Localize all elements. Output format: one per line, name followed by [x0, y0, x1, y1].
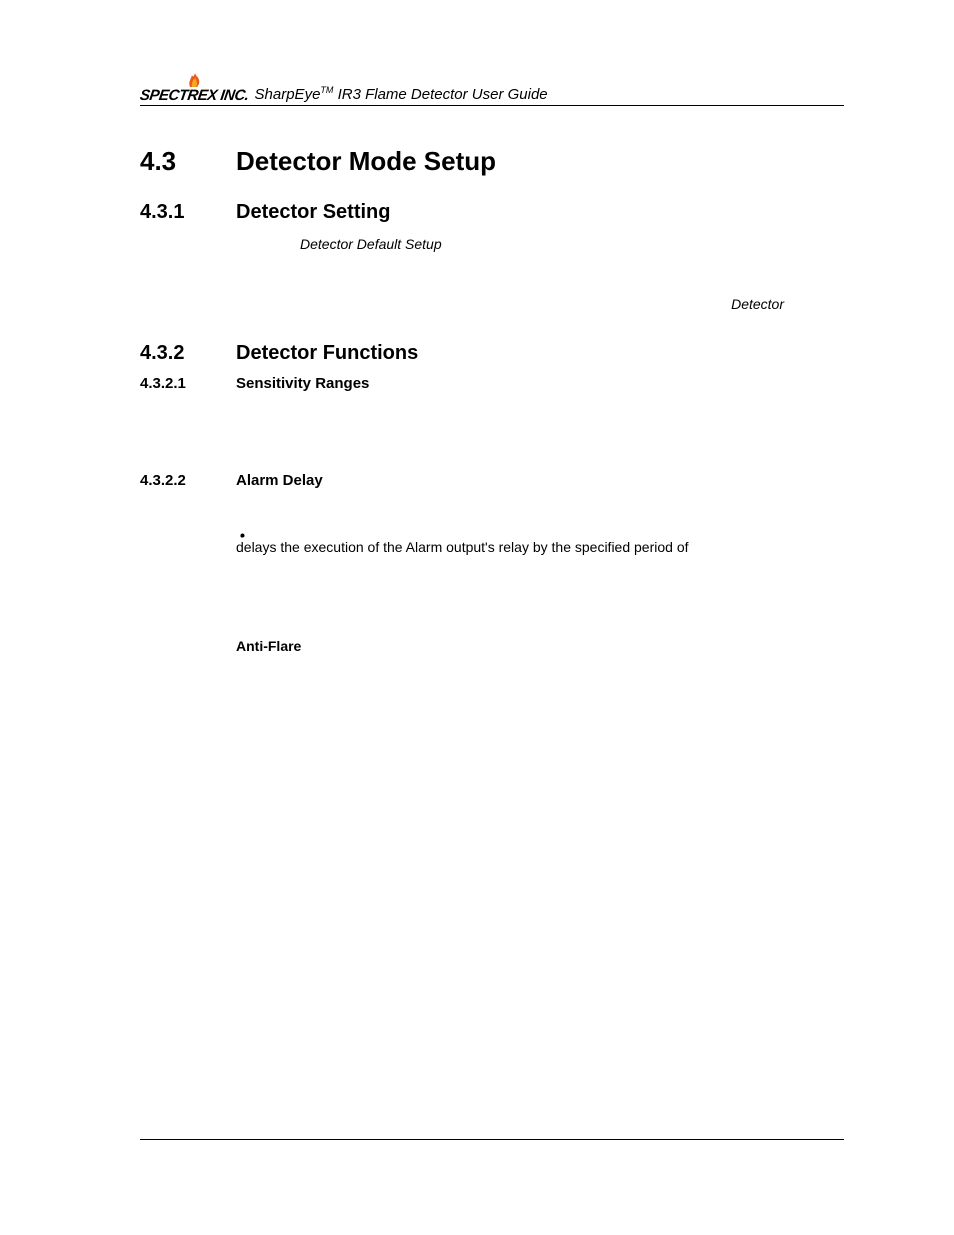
- heading-number: 4.3.2.1: [140, 375, 236, 392]
- italic-text: Detector Default Setup: [300, 236, 442, 252]
- heading-number: 4.3.1: [140, 201, 236, 224]
- heading-text: Detector Setting: [236, 201, 390, 224]
- heading-number: 4.3.2: [140, 342, 236, 365]
- bold-label: Anti-Flare: [236, 638, 301, 654]
- spacer: [140, 566, 844, 636]
- heading-4-3-2-2: 4.3.2.2 Alarm Delay: [140, 472, 844, 489]
- footer-rule: [140, 1139, 844, 1140]
- float-italic-word: Detector: [140, 296, 784, 312]
- document-page: SPECTREX INC. SharpEyeTM IR3 Flame Detec…: [0, 0, 954, 1235]
- heading-4-3-2-1: 4.3.2.1 Sensitivity Ranges: [140, 375, 844, 392]
- title-prefix: SharpEye: [255, 86, 321, 103]
- heading-4-3: 4.3 Detector Mode Setup: [140, 146, 844, 177]
- heading-4-3-1: 4.3.1 Detector Setting: [140, 201, 844, 224]
- heading-number: 4.3.2.2: [140, 472, 236, 489]
- title-suffix: IR3 Flame Detector User Guide: [333, 86, 547, 103]
- document-title: SharpEyeTM IR3 Flame Detector User Guide: [255, 85, 548, 103]
- spacer: [140, 499, 844, 519]
- heading-text: Detector Mode Setup: [236, 146, 496, 177]
- flame-icon: [184, 70, 204, 88]
- logo-text: SPECTREX INC.: [139, 88, 250, 103]
- spacer: [140, 402, 844, 472]
- title-tm: TM: [320, 85, 333, 95]
- paragraph: delays the execution of the Alarm output…: [236, 537, 844, 559]
- heading-number: 4.3: [140, 146, 236, 177]
- heading-text: Sensitivity Ranges: [236, 375, 369, 392]
- section-4-3: 4.3 Detector Mode Setup 4.3.1 Detector S…: [140, 146, 844, 658]
- heading-4-3-2: 4.3.2 Detector Functions: [140, 342, 844, 365]
- paragraph: Anti-Flare: [236, 636, 844, 658]
- heading-text: Alarm Delay: [236, 472, 323, 489]
- heading-text: Detector Functions: [236, 342, 418, 365]
- paragraph: Detector Default Setup: [300, 234, 844, 256]
- page-header: SPECTREX INC. SharpEyeTM IR3 Flame Detec…: [140, 70, 844, 106]
- company-logo: SPECTREX INC.: [140, 70, 249, 103]
